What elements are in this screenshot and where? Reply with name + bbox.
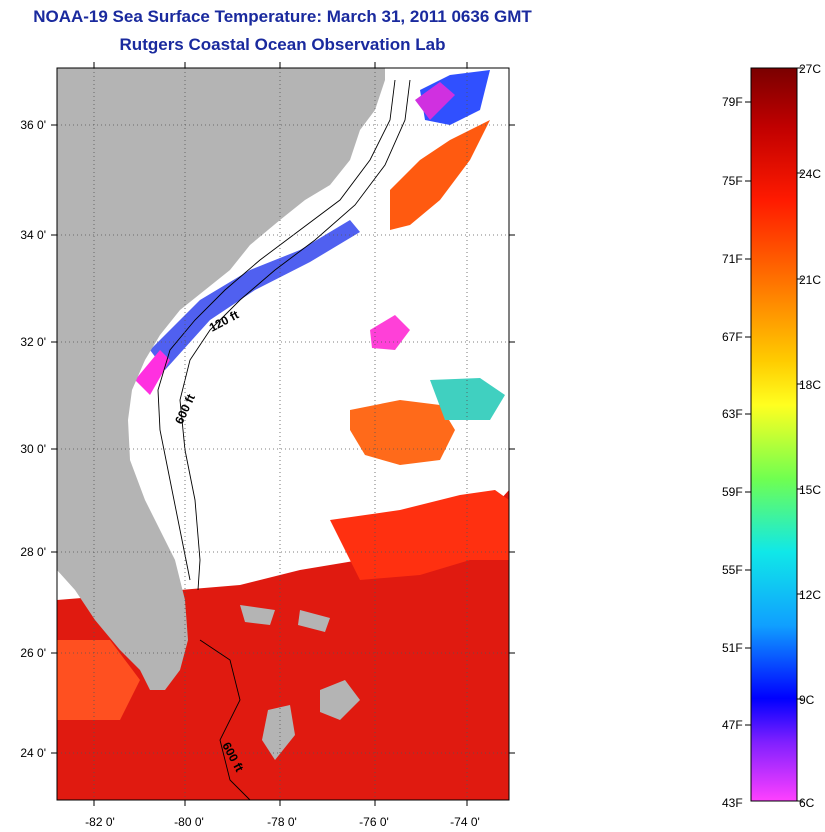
keys-warm-mix xyxy=(57,640,140,720)
bahamas-island xyxy=(240,605,275,625)
lat-label-36: 36 0' xyxy=(20,118,46,132)
offshore-warm-patch xyxy=(350,400,455,465)
colorbar-f-label: 43F xyxy=(722,796,743,810)
colorbar-c-label: 21C xyxy=(799,273,821,287)
lat-label-28: 28 0' xyxy=(20,545,46,559)
isobath-600ft xyxy=(179,79,411,591)
colorbar-f-label: 71F xyxy=(722,252,743,266)
colorbar-f-label: 51F xyxy=(722,641,743,655)
colorbar-f-label: 47F xyxy=(722,718,743,732)
lon-label-74: -74 0' xyxy=(450,815,480,829)
bahamas-island xyxy=(262,705,295,760)
coldest-north-patch xyxy=(415,82,455,120)
colorbar-f-label: 67F xyxy=(722,330,743,344)
map-frame xyxy=(56,67,510,801)
lat-label-32: 32 0' xyxy=(20,335,46,349)
colorbar-f-label: 75F xyxy=(722,174,743,188)
colorbar-c-label: 18C xyxy=(799,378,821,392)
colorbar-f-label: 59F xyxy=(722,485,743,499)
lat-label-26: 26 0' xyxy=(20,646,46,660)
map-subtitle: Rutgers Coastal Ocean Observation Lab xyxy=(119,35,446,54)
isobath-120ft xyxy=(157,79,396,581)
lon-label-82: -82 0' xyxy=(85,815,115,829)
coastal-magenta-band xyxy=(135,350,170,395)
lat-label-24: 24 0' xyxy=(20,746,46,760)
lon-label-78: -78 0' xyxy=(267,815,297,829)
colorbar-c-label: 15C xyxy=(799,483,821,497)
lon-label-80: -80 0' xyxy=(174,815,204,829)
colorbar-f-label: 79F xyxy=(722,95,743,109)
colorbar-c-label: 12C xyxy=(799,588,821,602)
colorbar-c-label: 9C xyxy=(799,693,815,707)
lat-label-34: 34 0' xyxy=(20,228,46,242)
warm-water-patch xyxy=(330,490,509,580)
offshore-magenta-patch xyxy=(370,315,410,350)
map-title: NOAA-19 Sea Surface Temperature: March 3… xyxy=(33,7,532,26)
graticule xyxy=(57,68,509,800)
northern-warm-patch xyxy=(390,120,490,230)
coastal-cold-band xyxy=(150,220,360,370)
axis-ticks xyxy=(51,62,515,806)
land-mass xyxy=(57,68,385,690)
colorbar-ticks xyxy=(745,67,803,802)
offshore-cyan-patch xyxy=(430,378,505,420)
lon-label-76: -76 0' xyxy=(359,815,389,829)
temperature-colorbar xyxy=(750,67,798,802)
colorbar-f-label: 63F xyxy=(722,407,743,421)
lat-label-30: 30 0' xyxy=(20,442,46,456)
colorbar-f-label: 55F xyxy=(722,563,743,577)
map-layers: 120 ft 600 ft 600 ft xyxy=(57,68,509,800)
colorbar-c-label: 6C xyxy=(799,796,815,810)
isobath-600ft xyxy=(199,639,251,800)
colorbar-c-label: 27C xyxy=(799,62,821,76)
bahamas-island xyxy=(298,610,330,632)
bahamas-island xyxy=(320,680,360,720)
colorbar-c-label: 24C xyxy=(799,167,821,181)
